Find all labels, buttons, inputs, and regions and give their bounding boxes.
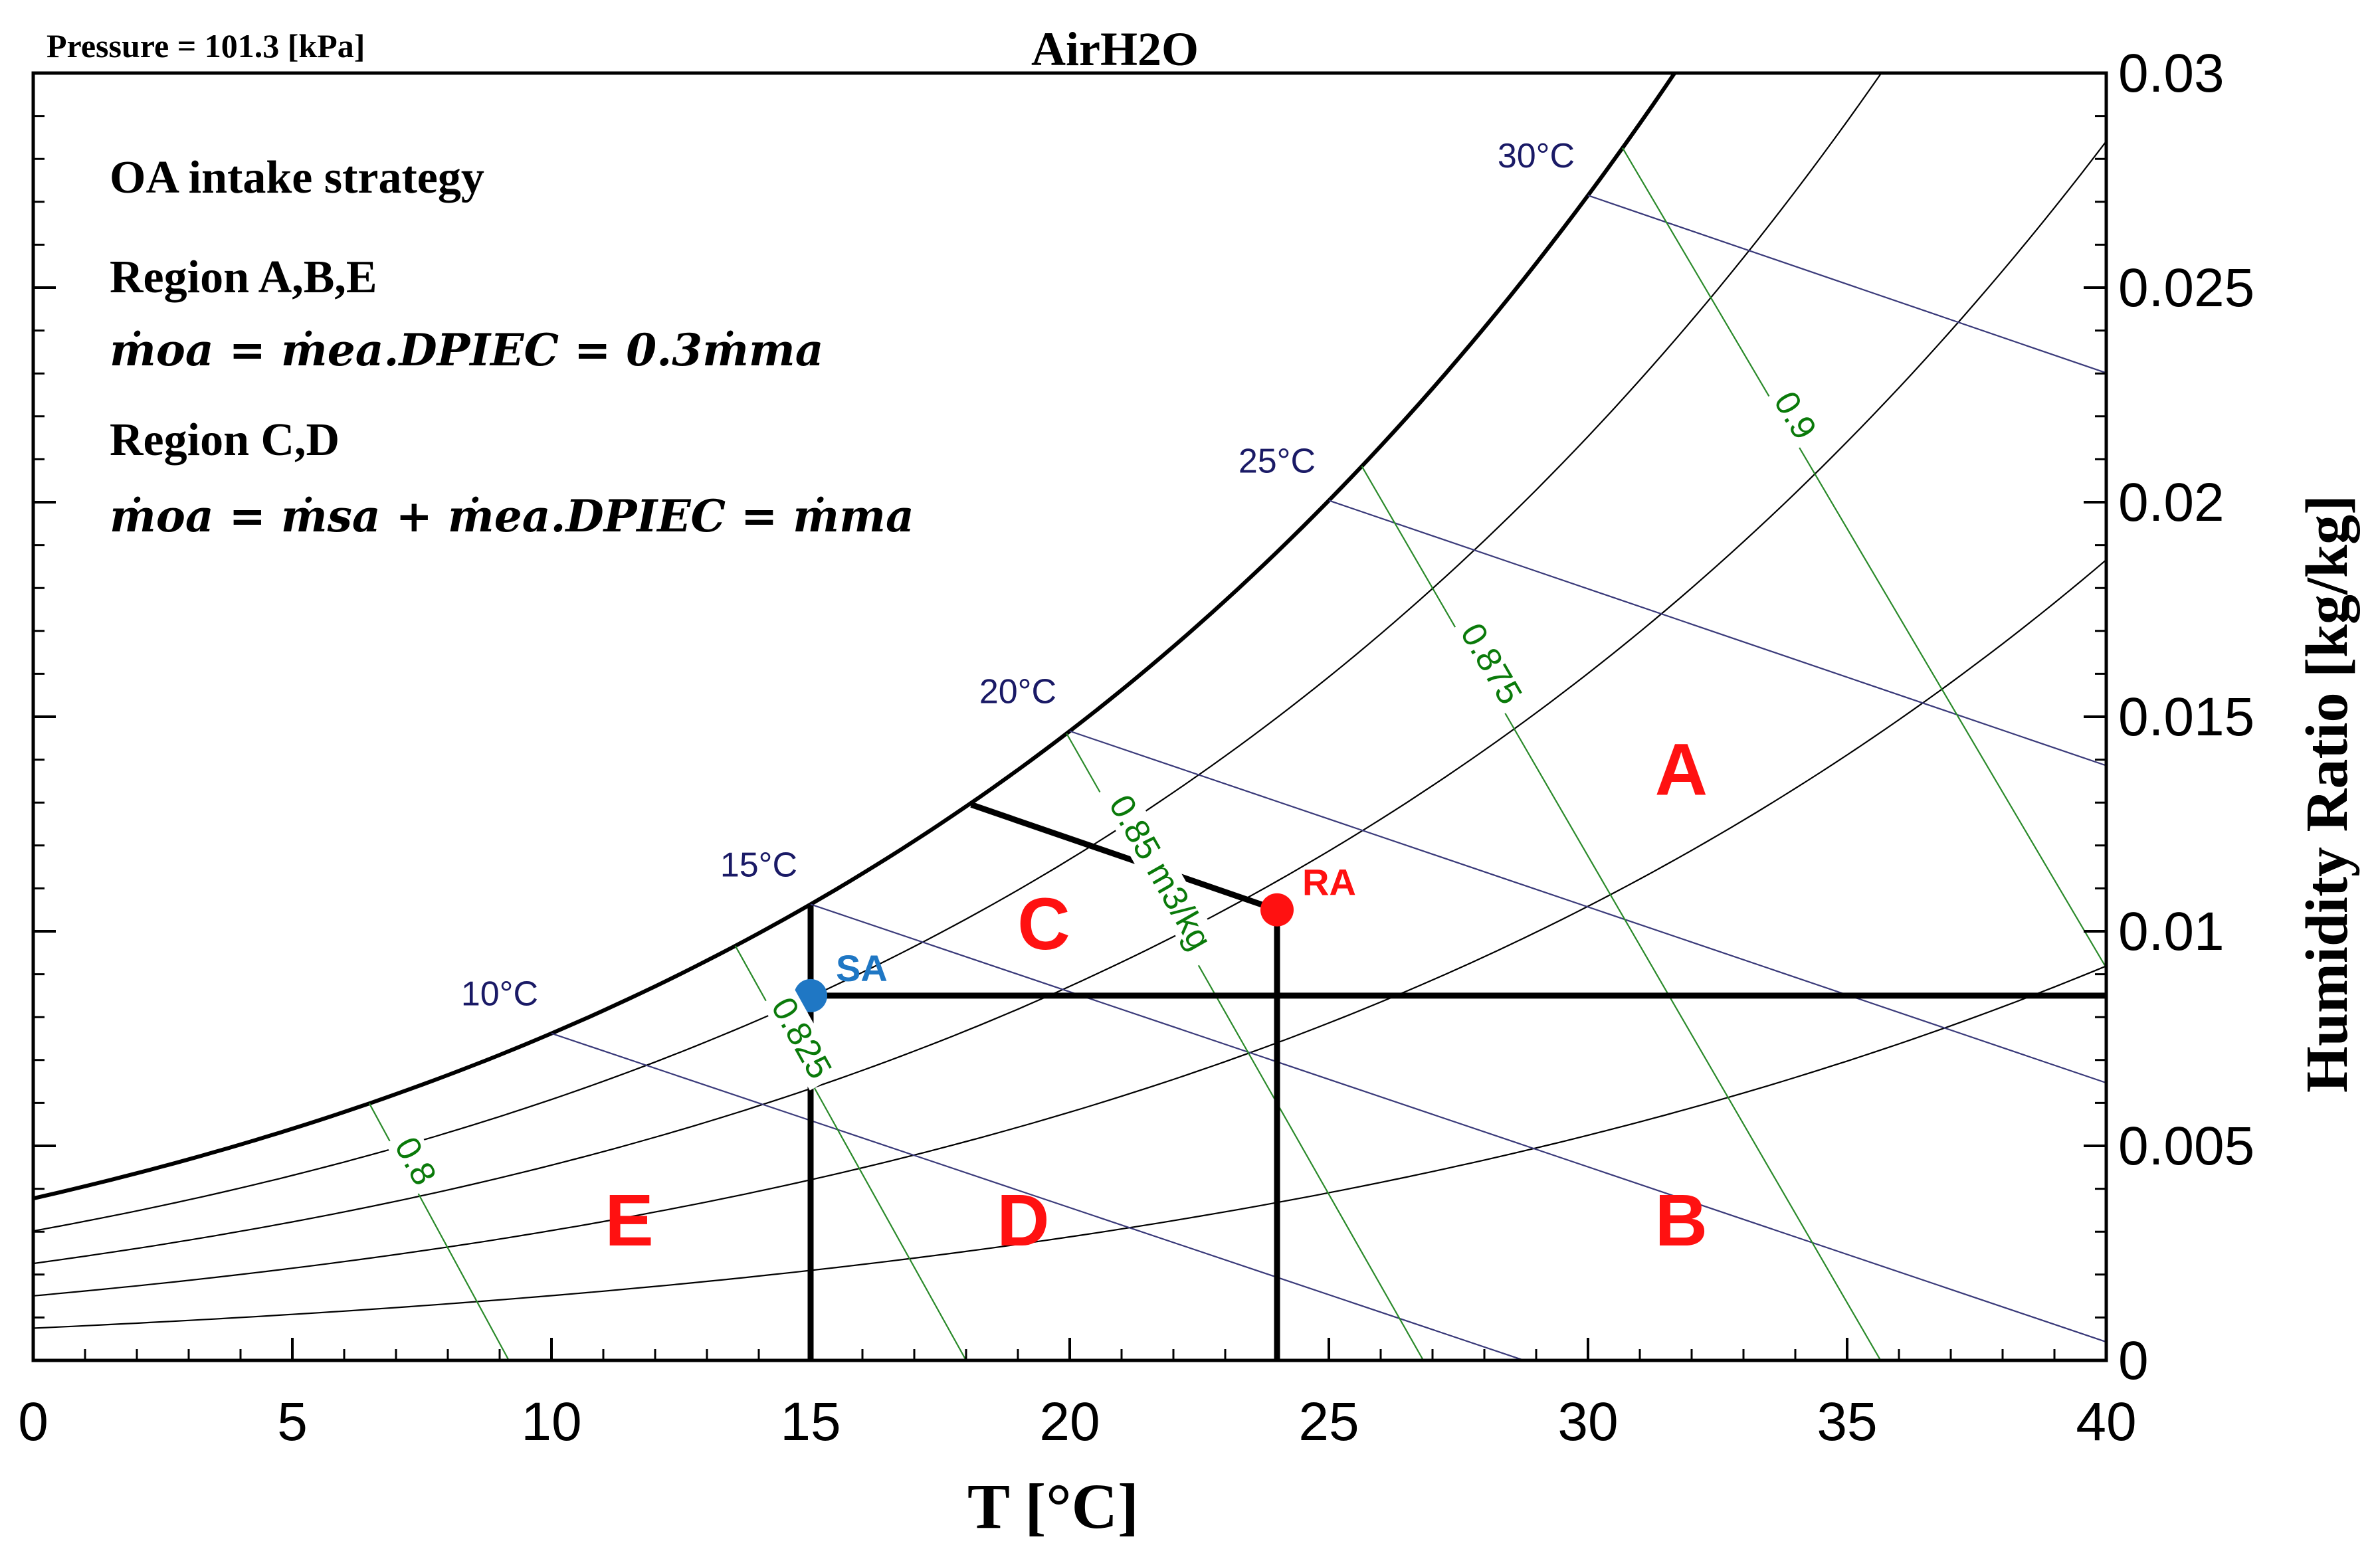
volume-line	[1361, 466, 1882, 1360]
region-boundary	[970, 802, 1278, 913]
wet-bulb-line	[810, 903, 2106, 1343]
volume-label-backing	[761, 986, 842, 1091]
region-labels: A B C D E	[605, 729, 1708, 1261]
y-tick-label: 0.015	[2118, 687, 2254, 747]
x-tick-label: 5	[277, 1392, 308, 1452]
saturation-curve	[33, 73, 1677, 1201]
wet-bulb-line	[551, 1032, 1527, 1360]
volume-line	[1622, 147, 2106, 970]
state-point-label: SA	[836, 947, 888, 989]
x-tick-label: 40	[2076, 1392, 2136, 1452]
y-tick-label: 0.005	[2118, 1116, 2254, 1176]
x-axis-label: T [°C]	[967, 1471, 1139, 1542]
y-tick-label: 0.03	[2118, 43, 2225, 104]
annotation-region-cd-formula: ṁoa = ṁsa + ṁea.DPIEC = ṁma	[110, 490, 914, 542]
wet-bulb-label: 30°C	[1498, 137, 1575, 175]
wet-bulb-label: 10°C	[461, 975, 538, 1014]
rh-curve-20	[33, 965, 2106, 1329]
volume-label-backing	[1450, 612, 1532, 716]
wet-bulb-line	[1069, 730, 2106, 1084]
wet-bulb-line	[1328, 500, 2106, 767]
volume-label-backing	[1764, 381, 1826, 451]
x-tick-label: 20	[1039, 1392, 1100, 1452]
axis-ticks: 0 5 10 15 20 25 30 35 4000.0050.010.0150.020.025…	[18, 43, 2254, 1452]
rh-curve-80	[33, 73, 1882, 1232]
rh-curve-60	[33, 139, 2106, 1265]
x-tick-label: 35	[1817, 1392, 1877, 1452]
x-tick-label: 10	[521, 1392, 581, 1452]
x-tick-label: 15	[780, 1392, 841, 1452]
volume-label: 0.875	[1452, 617, 1529, 711]
volume-label: 0.825	[763, 991, 839, 1085]
region-label-e: E	[605, 1180, 653, 1261]
region-label-c: C	[1017, 883, 1070, 965]
wet-bulb-label: 20°C	[979, 673, 1056, 711]
volume-label: 0.85 m3/kg	[1101, 788, 1219, 956]
annotation-heading: OA intake strategy	[110, 152, 484, 203]
y-tick-label: 0.02	[2118, 472, 2225, 533]
region-label-b: B	[1655, 1180, 1708, 1261]
wet-bulb-label: 25°C	[1239, 442, 1316, 480]
state-point-ra	[1260, 893, 1294, 927]
state-point-label: RA	[1302, 862, 1356, 903]
region-boundaries	[807, 802, 2106, 1360]
annotation-region-cd-label: Region C,D	[110, 414, 340, 466]
x-tick-label: 0	[18, 1392, 49, 1452]
y-tick-label: 0.025	[2118, 258, 2254, 318]
annotation-region-abe-label: Region A,B,E	[110, 252, 377, 303]
rh-curve-40	[33, 559, 2106, 1297]
x-tick-label: 25	[1298, 1392, 1359, 1452]
x-tick-label: 30	[1557, 1392, 1618, 1452]
y-tick-label: 0	[2118, 1331, 2149, 1391]
wet-bulb-line	[1587, 195, 2106, 374]
annotation-region-abe-formula: ṁoa = ṁea.DPIEC = 0.3ṁma	[110, 324, 824, 376]
volume-label-backing	[385, 1126, 446, 1196]
chart-title: AirH2O	[1031, 23, 1199, 76]
volume-label-backing	[1095, 777, 1225, 968]
wet-bulb-label: 15°C	[720, 846, 797, 884]
region-label-a: A	[1655, 729, 1708, 811]
y-axis-label: Humidity Ratio [kg/kg]	[2294, 495, 2360, 1093]
y-tick-label: 0.01	[2118, 901, 2225, 962]
pressure-label: Pressure = 101.3 [kPa]	[47, 27, 365, 64]
region-label-d: D	[997, 1180, 1049, 1261]
